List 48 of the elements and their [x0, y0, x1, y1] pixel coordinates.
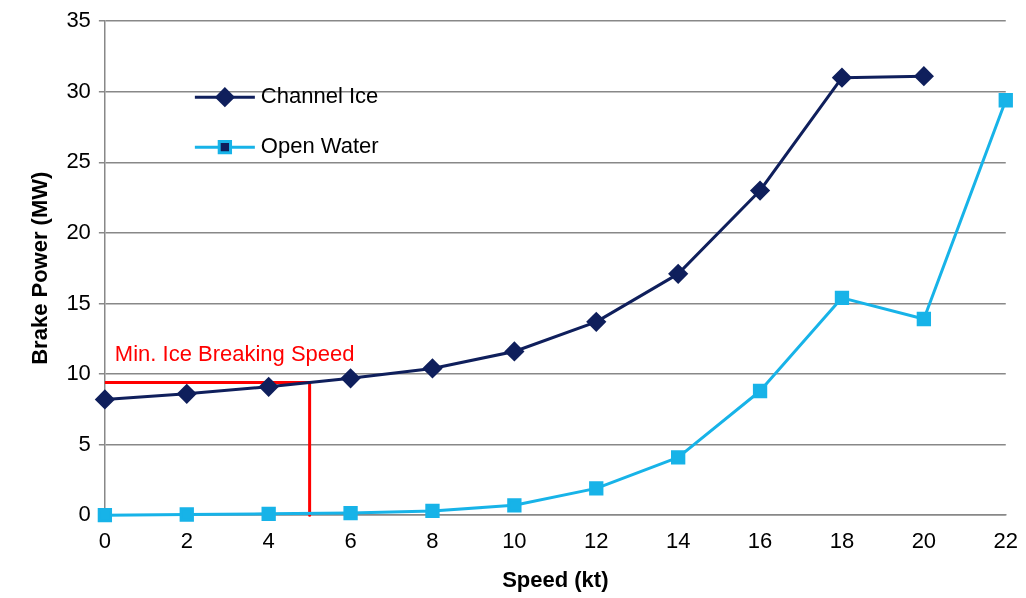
x-tick-label: 4	[262, 528, 275, 554]
point	[834, 290, 850, 305]
y-tick-label: 20	[66, 218, 91, 244]
point	[95, 389, 115, 409]
point	[261, 506, 276, 521]
x-tick-label: 14	[665, 528, 691, 554]
point	[586, 312, 606, 332]
x-tick-label: 8	[426, 528, 439, 554]
point	[97, 508, 113, 523]
point	[832, 68, 852, 88]
x-tick-label: 6	[344, 528, 357, 554]
y-tick-label: 30	[66, 77, 91, 103]
point	[177, 384, 197, 404]
point	[914, 66, 934, 86]
x-tick-label: 20	[911, 528, 937, 554]
point	[507, 498, 522, 513]
point	[425, 503, 440, 519]
x-tick-label: 22	[993, 528, 1019, 554]
point	[259, 377, 279, 397]
point	[341, 368, 361, 388]
legend-label: Open Water	[260, 133, 379, 159]
x-tick-label: 12	[584, 528, 609, 554]
x-tick-label: 18	[829, 528, 855, 554]
y-tick-label: 25	[66, 148, 91, 174]
x-tick-label: 0	[98, 528, 111, 554]
y-tick-label: 15	[66, 289, 91, 315]
point	[589, 481, 604, 496]
point	[504, 341, 524, 361]
legend-label: Channel Ice	[260, 83, 379, 109]
annotation: Min. Ice Breaking Speed	[114, 340, 355, 366]
point	[750, 181, 770, 201]
point	[671, 450, 686, 465]
y-tick-label: 10	[66, 360, 91, 386]
x-tick-label: 2	[180, 528, 193, 554]
point	[668, 264, 688, 284]
x-tick-label: 16	[747, 528, 773, 554]
y-tick-label: 35	[66, 7, 91, 33]
x-tick-label: 10	[502, 528, 527, 554]
point	[916, 311, 932, 327]
y-tick-label: 0	[78, 501, 91, 527]
point	[422, 358, 442, 378]
x-axis-title: Speed (kt)	[502, 566, 609, 592]
y-axis-title: Brake Power (MW)	[27, 171, 53, 365]
point	[998, 93, 1013, 108]
y-tick-label: 5	[78, 430, 91, 456]
point	[752, 383, 768, 399]
point	[343, 505, 358, 521]
point	[179, 507, 194, 522]
